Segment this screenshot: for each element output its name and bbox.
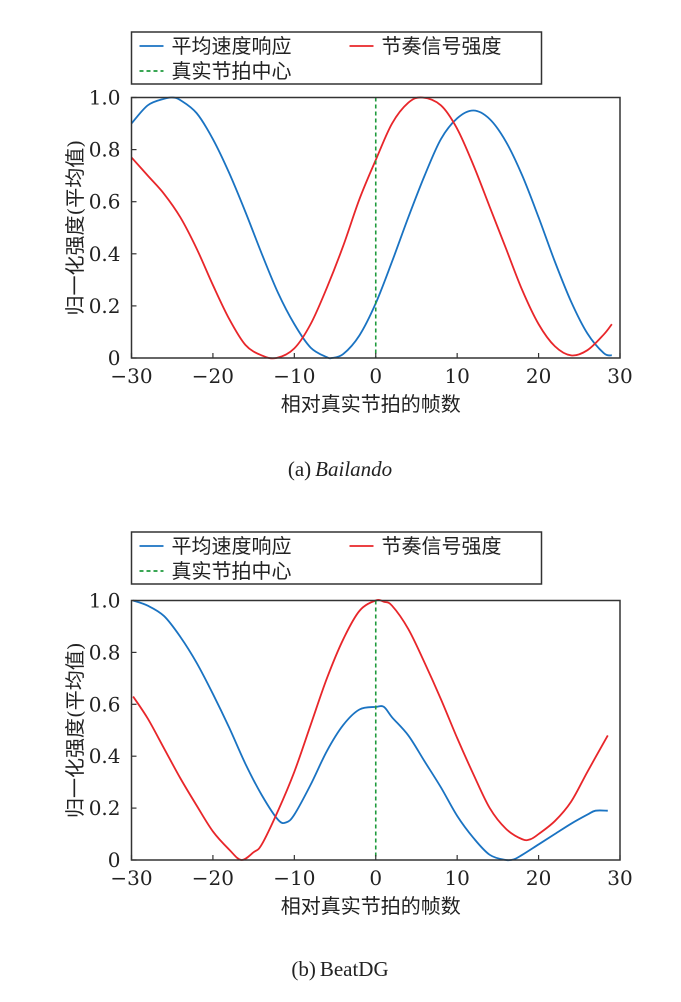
x-tick-label: −30 bbox=[110, 866, 152, 890]
y-tick-label: 0 bbox=[108, 346, 121, 370]
series-line-rhythm bbox=[132, 599, 609, 861]
x-axis-label: 相对真实节拍的帧数 bbox=[281, 392, 461, 416]
legend-label: 节奏信号强度 bbox=[382, 34, 502, 58]
legend-label: 平均速度响应 bbox=[172, 34, 292, 58]
y-tick-label: 0.4 bbox=[89, 744, 121, 768]
legend-box bbox=[130, 31, 543, 85]
y-tick-label: 1.0 bbox=[89, 589, 121, 613]
caption-prefix: (a) bbox=[288, 457, 311, 481]
x-tick-label: 30 bbox=[607, 364, 632, 388]
legend-label: 真实节拍中心 bbox=[172, 559, 292, 583]
chart-caption: (a) Bailando bbox=[288, 457, 392, 481]
x-tick-label: 20 bbox=[526, 866, 551, 890]
x-tick-label: −20 bbox=[192, 364, 234, 388]
caption-prefix: (b) bbox=[291, 957, 316, 981]
y-tick-label: 0.4 bbox=[89, 242, 121, 266]
x-tick-label: 10 bbox=[444, 866, 469, 890]
chart-caption: (b) BeatDG bbox=[291, 957, 388, 981]
legend-label: 真实节拍中心 bbox=[172, 59, 292, 83]
plot-frame bbox=[130, 96, 621, 359]
caption-name: Bailando bbox=[315, 457, 392, 481]
x-tick-label: 0 bbox=[369, 364, 382, 388]
x-tick-label: −30 bbox=[110, 364, 152, 388]
x-tick-label: 0 bbox=[369, 866, 382, 890]
legend-label: 节奏信号强度 bbox=[382, 534, 502, 558]
y-tick-label: 1.0 bbox=[89, 86, 121, 110]
y-tick-label: 0.2 bbox=[89, 294, 121, 318]
legend-label: 平均速度响应 bbox=[172, 534, 292, 558]
x-tick-label: −20 bbox=[192, 866, 234, 890]
y-tick-label: 0 bbox=[108, 848, 121, 872]
y-tick-label: 0.8 bbox=[89, 138, 121, 162]
x-tick-label: −10 bbox=[273, 866, 315, 890]
y-tick-label: 0.8 bbox=[89, 640, 121, 664]
y-axis-label: 归一化强度(平均值) bbox=[63, 642, 87, 818]
y-tick-label: 0.6 bbox=[89, 692, 121, 716]
x-tick-label: −10 bbox=[273, 364, 315, 388]
series-line-velocity bbox=[132, 599, 608, 862]
legend-box bbox=[130, 531, 543, 585]
series-line-velocity bbox=[130, 96, 613, 360]
x-axis-label: 相对真实节拍的帧数 bbox=[281, 894, 461, 918]
x-tick-label: 10 bbox=[444, 364, 469, 388]
series-line-rhythm bbox=[130, 96, 613, 360]
y-tick-label: 0.2 bbox=[89, 796, 121, 820]
y-tick-label: 0.6 bbox=[89, 190, 121, 214]
x-tick-label: 30 bbox=[607, 866, 632, 890]
caption-name: BeatDG bbox=[320, 957, 389, 981]
y-axis-label: 归一化强度(平均值) bbox=[63, 140, 87, 316]
x-tick-label: 20 bbox=[526, 364, 551, 388]
